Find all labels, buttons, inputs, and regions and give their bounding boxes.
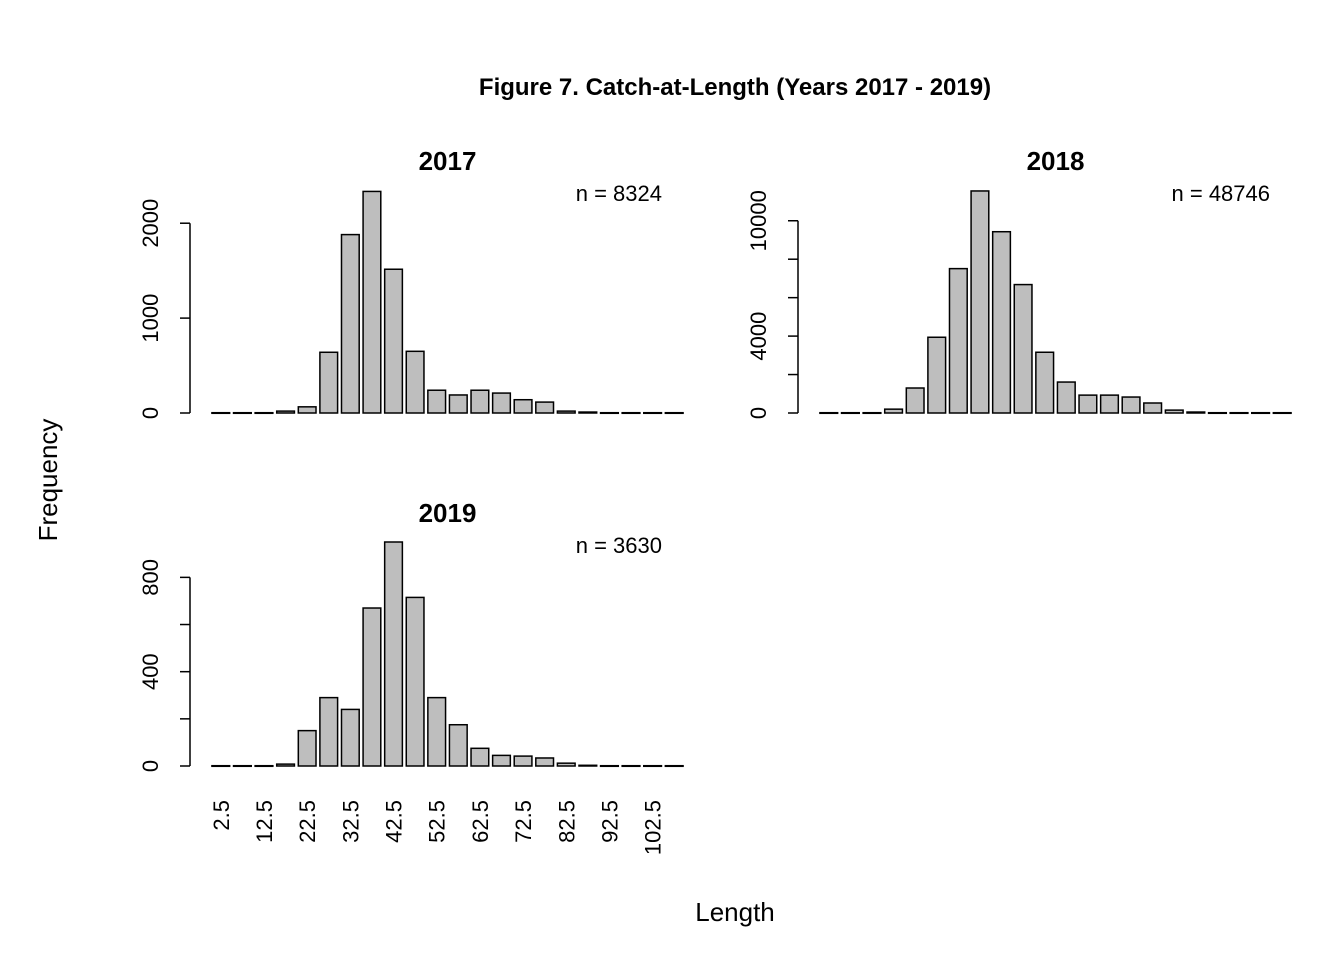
- annotation: n = 8324: [576, 181, 662, 206]
- bar: [1207, 411, 1228, 415]
- bar: [556, 410, 576, 414]
- bar: [535, 401, 555, 414]
- x-tick-label: 32.5: [338, 800, 363, 843]
- bar: [1229, 411, 1249, 415]
- bar: [297, 406, 317, 414]
- bar: [1035, 351, 1055, 414]
- bar: [1251, 411, 1271, 415]
- y-tick-label: 800: [138, 559, 163, 596]
- bar: [232, 411, 252, 415]
- x-tick-label: 92.5: [597, 800, 622, 843]
- bar: [643, 764, 663, 768]
- bar: [1186, 411, 1206, 414]
- annotation: n = 3630: [576, 533, 662, 558]
- bar: [840, 411, 860, 415]
- bar: [254, 764, 274, 768]
- y-axis-label: Frequency: [33, 419, 63, 542]
- bar: [513, 398, 533, 414]
- bar: [383, 541, 404, 767]
- bar: [491, 392, 512, 414]
- y-tick-label: 400: [138, 653, 163, 690]
- bar: [1143, 402, 1163, 414]
- bar: [664, 764, 684, 768]
- bar: [211, 764, 231, 768]
- bar: [599, 764, 620, 768]
- bar: [1078, 394, 1098, 414]
- bar: [340, 233, 360, 414]
- bar: [254, 411, 274, 415]
- bar: [927, 336, 947, 414]
- bar: [664, 411, 684, 415]
- bar: [211, 411, 231, 415]
- bar: [578, 764, 598, 767]
- y-tick-label: 0: [138, 760, 163, 772]
- panel-title: 2017: [419, 146, 477, 176]
- bar: [1164, 409, 1184, 414]
- bar: [297, 729, 317, 767]
- bar: [1013, 283, 1033, 414]
- bar: [427, 696, 447, 767]
- bar: [621, 764, 641, 768]
- bar: [1056, 381, 1076, 414]
- x-tick-label: 22.5: [295, 800, 320, 843]
- bar: [491, 754, 512, 767]
- bar: [275, 410, 296, 414]
- panel-title: 2018: [1027, 146, 1085, 176]
- bar: [1272, 411, 1292, 415]
- bar: [427, 389, 447, 414]
- bar: [1099, 394, 1120, 414]
- y-tick-label: 1000: [138, 294, 163, 343]
- bar: [948, 267, 968, 414]
- x-tick-label: 2.5: [209, 800, 234, 831]
- x-tick-label: 12.5: [252, 800, 277, 843]
- bar: [1121, 396, 1141, 414]
- x-tick-label: 42.5: [382, 800, 407, 843]
- bar: [819, 411, 839, 415]
- bar: [275, 763, 296, 767]
- x-tick-label: 62.5: [468, 800, 493, 843]
- bar: [643, 411, 663, 415]
- bar: [883, 408, 904, 414]
- bar: [535, 757, 555, 767]
- x-tick-label: 102.5: [641, 800, 666, 855]
- bar: [362, 190, 382, 414]
- bar: [319, 696, 339, 767]
- bar: [470, 747, 490, 767]
- bar: [340, 708, 360, 767]
- bar: [991, 230, 1012, 414]
- bar: [970, 190, 990, 414]
- bar: [470, 389, 490, 414]
- bar: [513, 755, 533, 767]
- y-tick-label: 0: [138, 407, 163, 419]
- figure-title: Figure 7. Catch-at-Length (Years 2017 - …: [479, 74, 991, 101]
- bar: [599, 411, 620, 415]
- bar: [448, 723, 468, 767]
- x-tick-label: 82.5: [554, 800, 579, 843]
- bar: [405, 350, 425, 414]
- bar: [905, 387, 925, 414]
- y-tick-label: 10000: [746, 190, 771, 251]
- bar: [448, 394, 468, 414]
- bar: [621, 411, 641, 415]
- x-tick-label: 52.5: [425, 800, 450, 843]
- panel-title: 2019: [419, 498, 477, 528]
- y-tick-label: 4000: [746, 312, 771, 361]
- bar: [383, 268, 404, 414]
- annotation: n = 48746: [1172, 181, 1270, 206]
- y-tick-label: 0: [746, 407, 771, 419]
- bar: [319, 351, 339, 414]
- bar: [556, 762, 576, 767]
- x-axis-label: Length: [695, 897, 775, 927]
- bar: [405, 596, 425, 767]
- bar: [862, 411, 882, 415]
- bar: [578, 411, 598, 414]
- y-tick-label: 2000: [138, 199, 163, 248]
- bar: [232, 764, 252, 768]
- bar: [362, 607, 382, 767]
- x-tick-label: 72.5: [511, 800, 536, 843]
